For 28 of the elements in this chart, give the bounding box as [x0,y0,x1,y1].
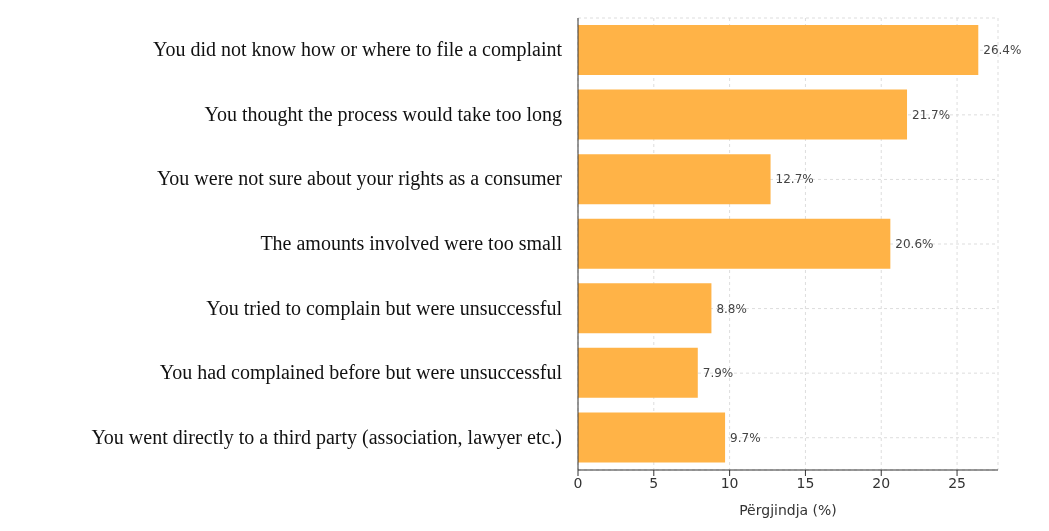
bar [578,25,979,75]
y-tick-label: You thought the process would take too long [204,102,562,126]
data-label: 21.7% [912,107,951,122]
x-tick-label: 25 [948,474,966,491]
bar [578,89,908,140]
x-tick-label: 10 [720,474,739,491]
y-tick-label: You tried to complain but were unsuccessful [206,296,563,320]
data-label: 9.7% [730,430,761,445]
y-tick-label: You did not know how or where to file a complaint [152,38,563,62]
x-tick-label: 20 [872,474,891,491]
x-tick-label: 0 [573,474,583,491]
data-label: 7.9% [702,366,734,381]
data-label: 8.8% [716,301,747,316]
y-tick-label: You had complained before but were unsuccessful [159,361,563,385]
data-label: 20.6% [895,236,934,251]
y-tick-label: You went directly to a third party (association, lawyer etc.) [91,425,562,449]
x-tick-label: 5 [649,474,659,491]
data-label: 12.7% [775,172,814,187]
data-label: 26.4% [983,43,1022,58]
bar [578,218,891,269]
bar [578,283,712,334]
y-tick-label: You were not sure about your rights as a consumer [156,167,563,191]
x-tick-label: 15 [796,474,815,491]
bar [578,412,726,463]
x-axis-title: Përgjindja (%) [739,502,837,518]
bar [578,347,698,398]
bar [578,154,771,205]
y-tick-label: The amounts involved were too small [260,232,563,254]
